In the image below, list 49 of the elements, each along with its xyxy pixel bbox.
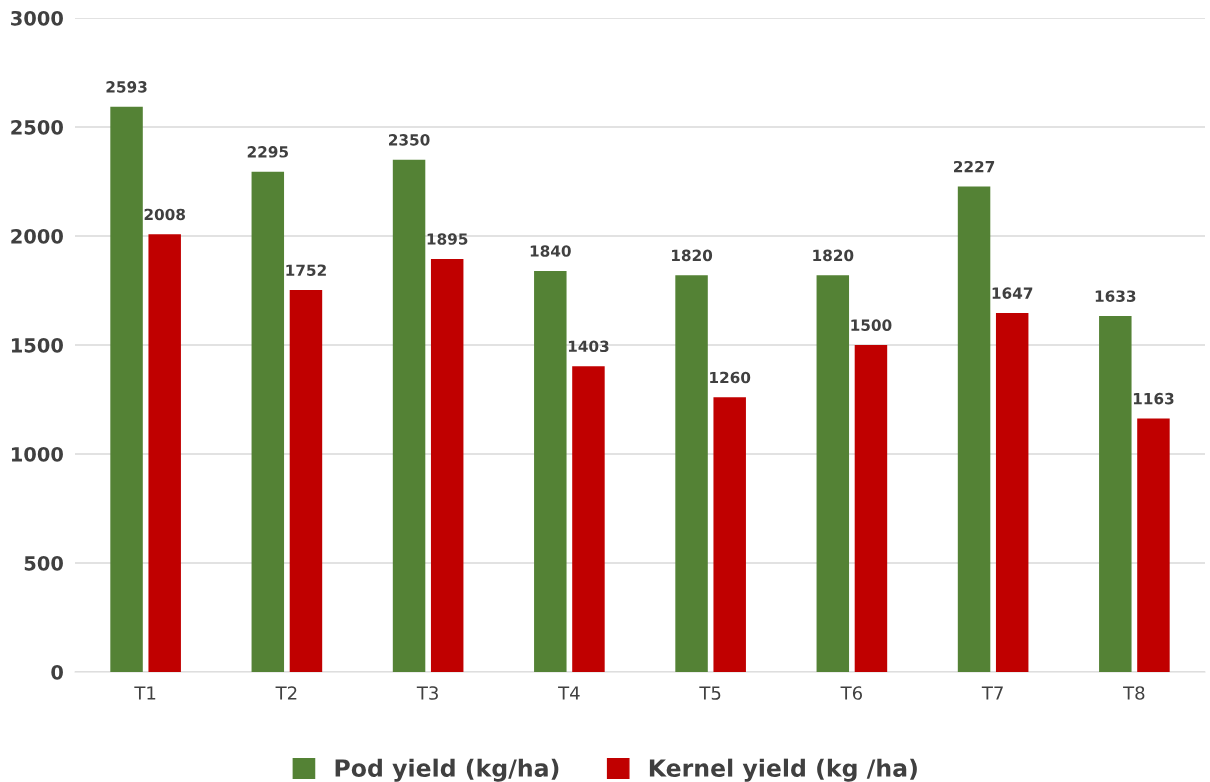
data-label: 1820: [672, 249, 713, 262]
bar: [148, 234, 181, 672]
bar: [713, 397, 746, 672]
data-label: 1895: [427, 233, 468, 245]
data-label: 1752: [286, 264, 326, 276]
bar: [854, 345, 888, 672]
data-label: 1500: [851, 319, 892, 331]
bar: [995, 312, 1029, 672]
bar: [534, 270, 567, 672]
y-tick-label: 3000: [11, 10, 63, 26]
data-label: 2008: [144, 208, 186, 221]
x-tick-label: T8: [1123, 686, 1145, 700]
legend-label: Pod yield (kg/ha): [335, 758, 559, 782]
y-tick-label: 0: [51, 664, 63, 680]
data-label: 1260: [710, 371, 751, 384]
data-label: 1647: [992, 287, 1033, 299]
bar: [289, 290, 323, 672]
bar: [816, 275, 850, 672]
bar: [251, 171, 285, 672]
bar: [1099, 316, 1132, 672]
bar: [675, 275, 708, 672]
y-tick-label: 1500: [11, 337, 63, 353]
bar: [957, 186, 991, 672]
data-label: 2295: [247, 146, 288, 158]
bar: [392, 159, 426, 672]
bar: [572, 366, 605, 672]
data-label: 1633: [1095, 290, 1136, 302]
x-tick-label: T3: [416, 686, 438, 700]
x-tick-label: T6: [840, 686, 862, 700]
legend-label: Kernel yield (kg /ha): [649, 758, 917, 782]
data-label: 2227: [954, 160, 995, 173]
x-tick-label: T2: [275, 686, 297, 700]
y-tick-label: 1000: [11, 446, 63, 462]
data-label: 1840: [530, 245, 571, 257]
data-label: 1820: [813, 249, 854, 262]
x-tick-label: T4: [558, 686, 580, 700]
bar: [430, 258, 464, 672]
data-label: 1163: [1133, 392, 1174, 405]
data-label: 2350: [389, 134, 430, 146]
bar: [110, 106, 143, 672]
data-label: 1403: [568, 340, 609, 353]
data-label: 2593: [106, 81, 147, 93]
y-tick-label: 500: [24, 555, 63, 571]
y-tick-label: 2500: [11, 119, 63, 135]
x-tick-label: T1: [134, 686, 156, 700]
x-tick-label: T5: [699, 686, 721, 700]
bar: [1137, 418, 1170, 672]
y-tick-label: 2000: [11, 228, 63, 244]
x-tick-label: T7: [981, 686, 1003, 700]
